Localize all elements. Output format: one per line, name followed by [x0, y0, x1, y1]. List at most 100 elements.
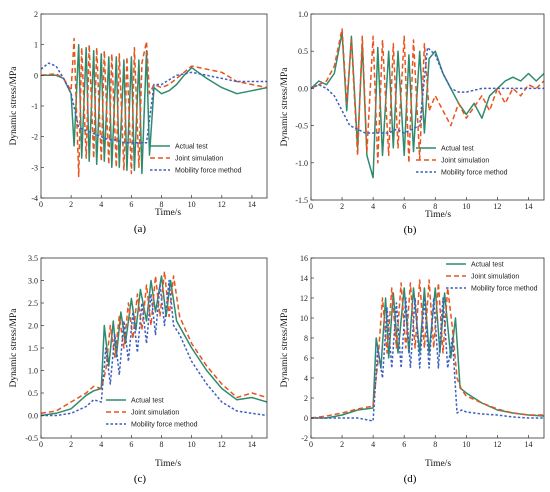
x-tick-label: 14 — [524, 440, 532, 449]
legend-label: Joint simulation — [471, 274, 519, 281]
y-axis-label: Dynamic stress/MPa — [280, 67, 290, 147]
x-tick-label: 10 — [188, 200, 196, 209]
series-line-mobility-force-method — [311, 46, 544, 134]
x-tick-label: 12 — [218, 440, 226, 449]
legend-label: Mobility force method — [131, 422, 198, 429]
y-tick-label: 1.0 — [298, 10, 308, 19]
y-tick-label: -1 — [31, 102, 38, 111]
panel-caption: (a) — [134, 223, 147, 235]
x-tick-label: 6 — [129, 200, 133, 209]
x-tick-label: 14 — [524, 202, 532, 211]
panel-caption: (c) — [134, 473, 147, 485]
legend-label: Actual test — [175, 144, 208, 151]
x-tick-label: 4 — [99, 440, 103, 449]
series-line-mobility-force-method — [311, 297, 544, 422]
x-axis-label: Time/s — [425, 210, 451, 220]
x-tick-label: 2 — [340, 202, 344, 211]
y-tick-label: 4 — [304, 374, 308, 383]
x-tick-label: 2 — [340, 440, 344, 449]
y-tick-label: 3.0 — [28, 277, 38, 286]
x-axis-label: Time/s — [155, 459, 181, 469]
y-tick-label: 0.0 — [298, 84, 308, 93]
legend: Actual test Joint simulation Mobility forc… — [106, 398, 198, 429]
x-tick-label: 12 — [218, 200, 226, 209]
legend: Actual test Joint simulation Mobility forc… — [150, 144, 242, 175]
x-tick-label: 6 — [402, 202, 406, 211]
y-tick-label: -1.5 — [295, 196, 308, 205]
legend-label: Actual test — [471, 262, 504, 269]
legend-label: Actual test — [441, 146, 474, 153]
x-tick-label: 12 — [493, 202, 501, 211]
y-tick-label: 0.5 — [298, 47, 308, 56]
y-tick-label: 1.5 — [28, 344, 38, 353]
legend-label: Joint simulation — [441, 158, 489, 165]
y-tick-label: 16 — [300, 254, 308, 263]
y-tick-label: 1 — [34, 41, 38, 50]
y-tick-label: -0.5 — [25, 434, 38, 443]
y-tick-label: 14 — [300, 274, 308, 283]
legend: Actual test Joint simulation Mobility forc… — [446, 262, 538, 293]
x-axis-label: Time/s — [155, 208, 181, 218]
x-axis-label: Time/s — [425, 459, 451, 469]
y-tick-label: 10 — [300, 314, 308, 323]
y-tick-label: 0 — [304, 414, 308, 423]
x-tick-label: 10 — [462, 202, 470, 211]
panel-caption: (b) — [404, 224, 417, 236]
series-line-joint-simulation — [41, 270, 267, 415]
legend-label: Mobility force method — [441, 170, 508, 177]
x-tick-label: 0 — [39, 200, 43, 209]
x-tick-label: 8 — [160, 440, 164, 449]
x-tick-label: 8 — [160, 200, 164, 209]
series-line-joint-simulation — [41, 37, 267, 178]
x-tick-label: 14 — [248, 440, 256, 449]
x-tick-label: 2 — [69, 200, 73, 209]
series-line-joint-simulation — [311, 28, 544, 164]
panel-caption: (d) — [404, 473, 417, 485]
y-axis-label: Dynamic stress/MPa — [9, 308, 19, 388]
chart-panel-d: 0 2 4 6 8 10 12 14-20246810121416Time/sDynamic … — [280, 254, 545, 485]
series-line-mobility-force-method — [41, 62, 267, 144]
x-tick-label: 4 — [99, 200, 103, 209]
x-tick-label: 12 — [493, 440, 501, 449]
x-tick-label: 0 — [39, 440, 43, 449]
y-tick-label: -3 — [31, 163, 38, 172]
y-tick-label: 0.5 — [28, 389, 38, 398]
legend-label: Joint simulation — [131, 410, 179, 417]
chart-panel-b: 0 2 4 6 8 10 12 14 -1.5 -1.0 -0.5 0.0 0.5 1.0 Time/s Dy… — [280, 10, 545, 236]
y-tick-label: -1.0 — [295, 159, 308, 168]
x-tick-label: 4 — [371, 202, 375, 211]
x-tick-label: 6 — [129, 440, 133, 449]
series-line-actual-test — [311, 287, 544, 419]
y-tick-label: 6 — [304, 354, 308, 363]
y-tick-label: 0 — [34, 71, 38, 80]
y-tick-label: 2 — [304, 394, 308, 403]
plot-frame — [310, 257, 545, 439]
y-axis-label: Dynamic stress/MPa — [9, 66, 19, 146]
y-tick-label: -0.5 — [295, 122, 308, 131]
x-tick-label: 8 — [433, 202, 437, 211]
x-tick-label: 10 — [462, 440, 470, 449]
x-tick-label: 8 — [433, 440, 437, 449]
y-tick-label: 8 — [304, 334, 308, 343]
y-tick-label: 2 — [34, 10, 38, 19]
y-axis-label: Dynamic stress/MPa — [280, 308, 290, 388]
legend: Actual test Joint simulation Mobility forc… — [416, 146, 508, 177]
x-tick-label: 0 — [309, 202, 313, 211]
y-tick-label: -2 — [31, 133, 38, 142]
x-tick-label: 2 — [69, 440, 73, 449]
legend-label: Actual test — [131, 398, 164, 405]
y-tick-label: 2.5 — [28, 299, 38, 308]
y-tick-label: -4 — [31, 194, 38, 203]
series-line-actual-test — [311, 31, 544, 179]
x-tick-label: 4 — [371, 440, 375, 449]
series-line-mobility-force-method — [41, 279, 267, 417]
legend-label: Mobility force method — [471, 286, 538, 293]
y-tick-label: -2 — [301, 434, 308, 443]
y-tick-label: 1.0 — [28, 367, 38, 376]
y-tick-label: 12 — [300, 294, 308, 303]
chart-panel-c: 0 2 4 6 8 10 12 14 -0.5 0.0 0.5 1.0 1.5 2.0 2.5 3.0 3.5 T… — [9, 254, 268, 485]
x-tick-label: 6 — [402, 440, 406, 449]
y-tick-label: 0.0 — [28, 412, 38, 421]
x-tick-label: 10 — [188, 440, 196, 449]
